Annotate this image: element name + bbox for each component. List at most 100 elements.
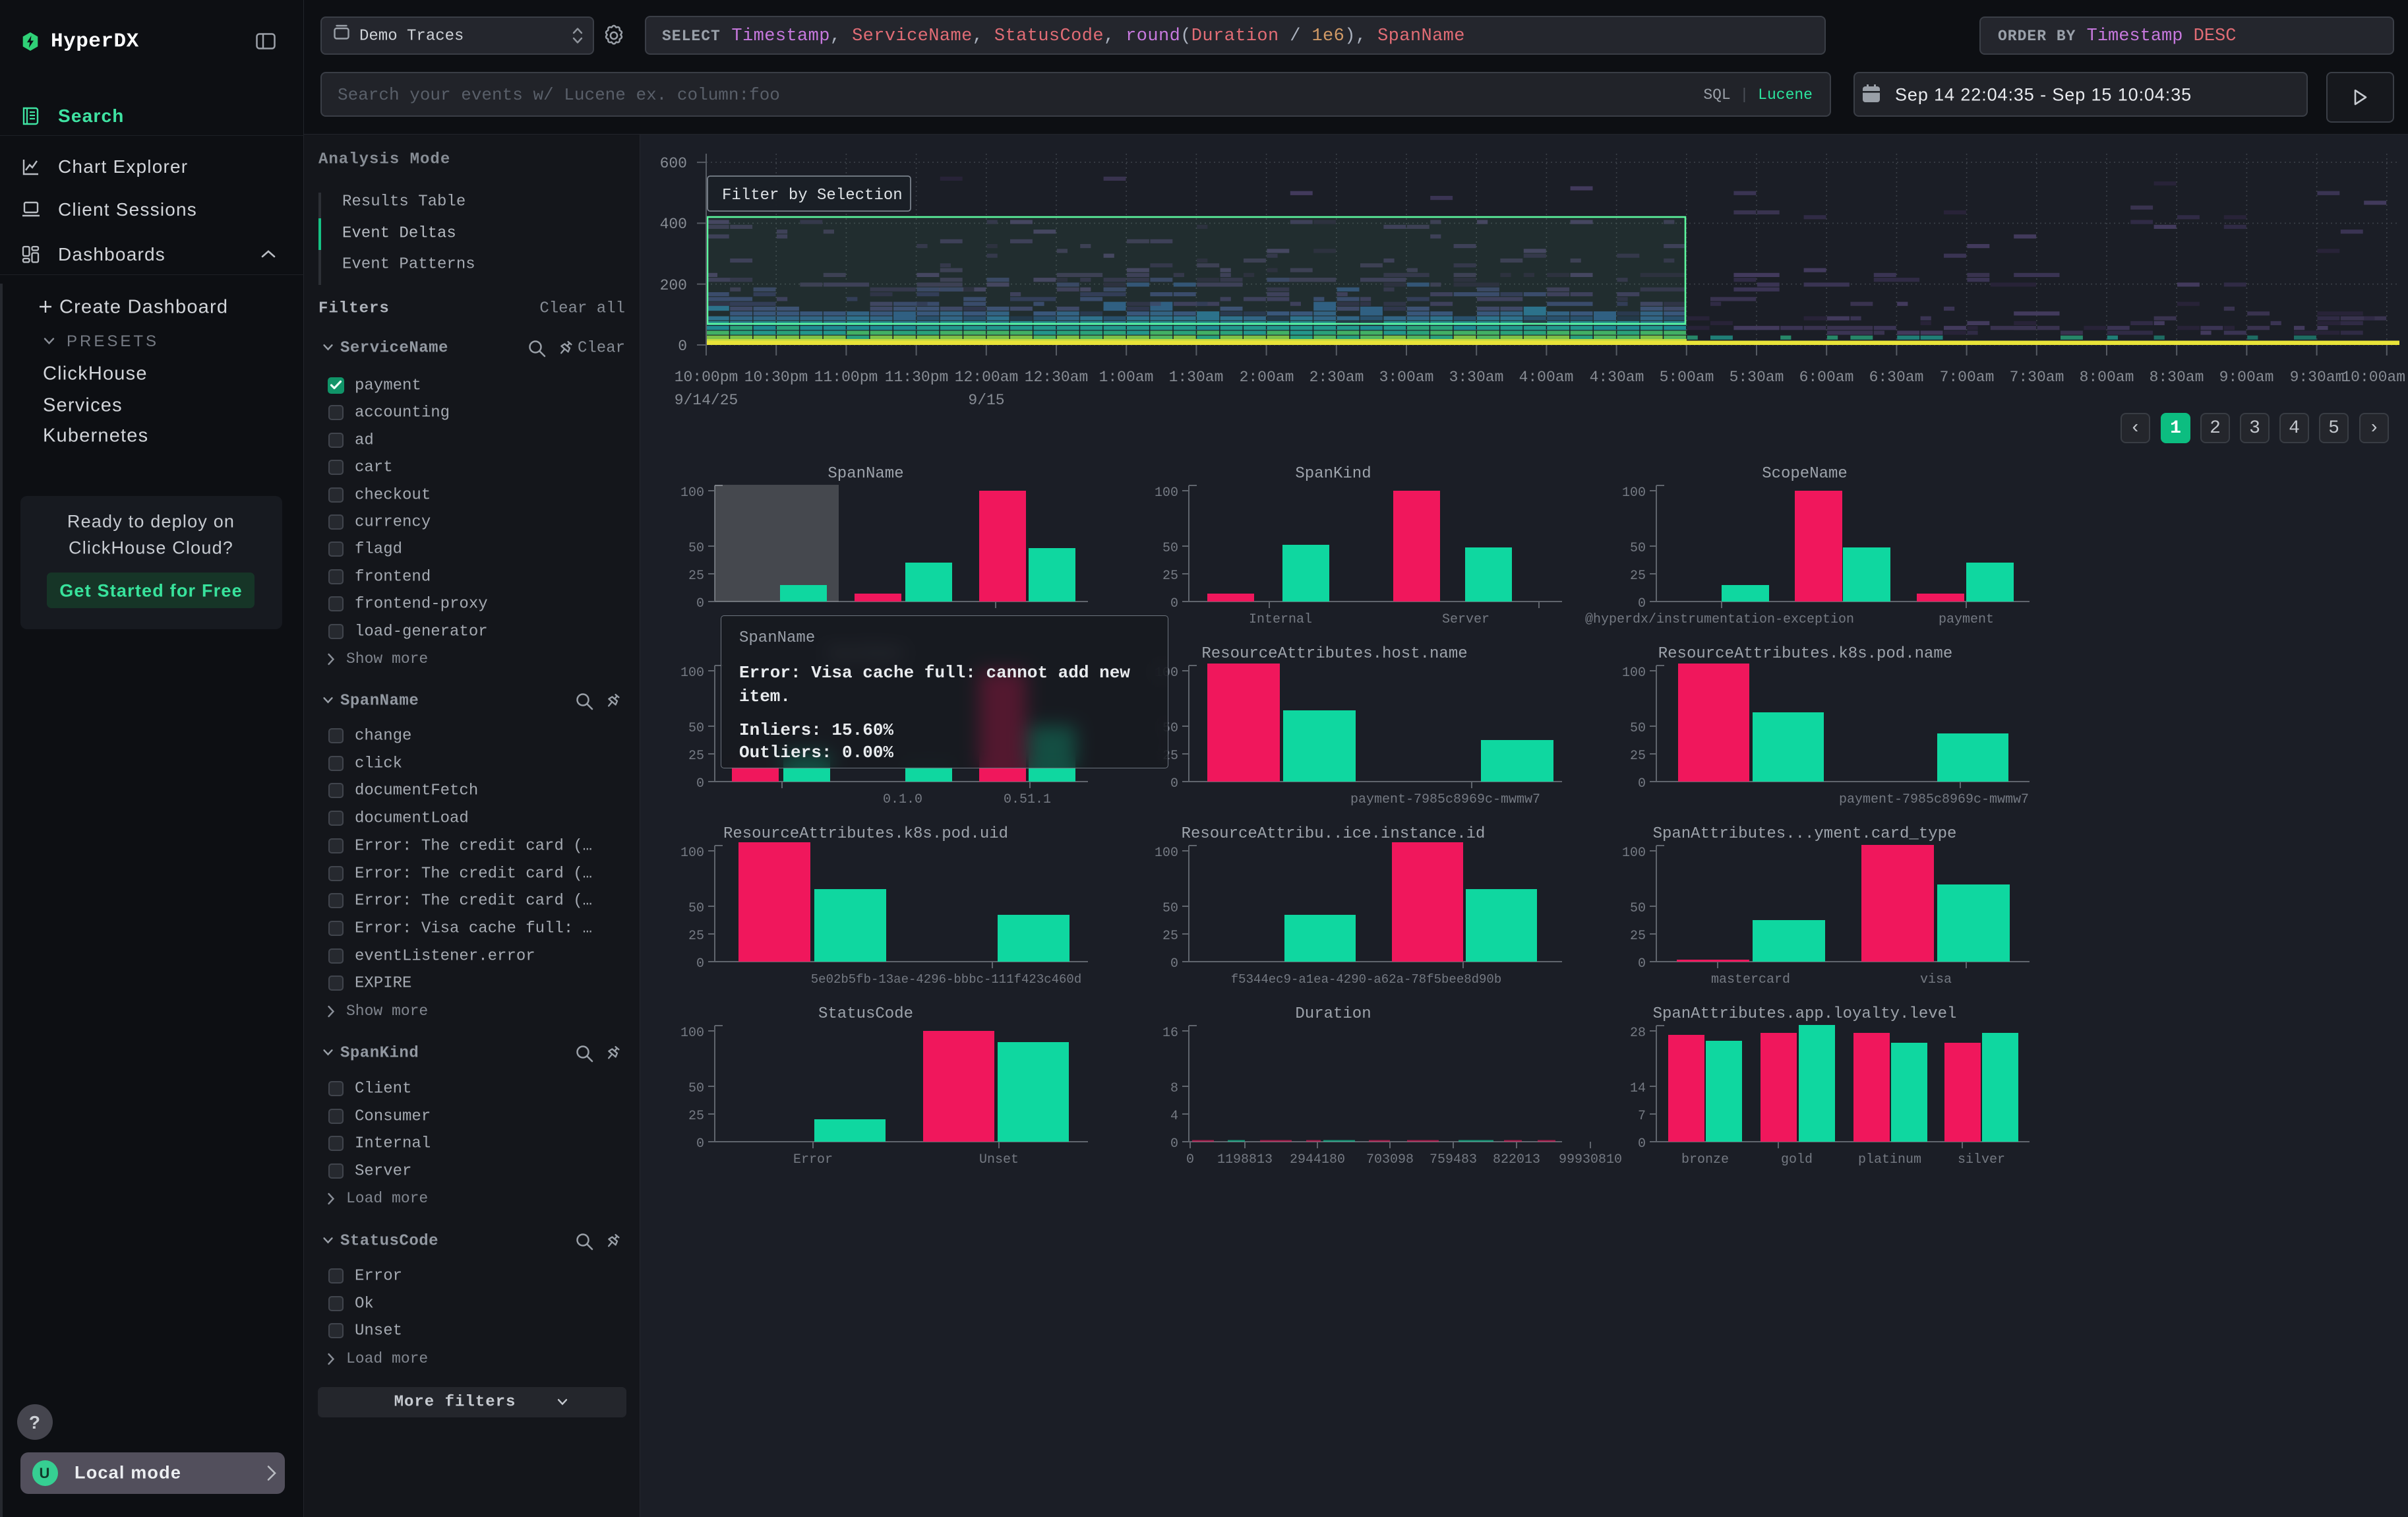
svg-text:100: 100	[680, 485, 704, 501]
svg-text:50: 50	[1162, 541, 1178, 556]
svg-text:4:30am: 4:30am	[1590, 369, 1644, 386]
svg-text:100: 100	[1622, 846, 1646, 861]
svg-text:4: 4	[1170, 1109, 1178, 1124]
svg-text:0: 0	[696, 596, 704, 611]
svg-text:ScopeName: ScopeName	[1762, 465, 1848, 483]
svg-text:0: 0	[1638, 776, 1646, 791]
svg-text:14: 14	[1630, 1081, 1646, 1096]
svg-text:0: 0	[1170, 596, 1178, 611]
svg-text:9:30am: 9:30am	[2290, 369, 2345, 386]
svg-text:ResourceAttributes.host.name: ResourceAttributes.host.name	[1201, 645, 1467, 663]
svg-text:0: 0	[696, 1136, 704, 1152]
svg-text:0: 0	[1170, 1136, 1178, 1152]
svg-text:50: 50	[1630, 541, 1646, 556]
svg-text:7:00am: 7:00am	[1940, 369, 1995, 386]
svg-text:10:30pm: 10:30pm	[744, 369, 808, 386]
svg-text:SpanAttributes...yment.card_ty: SpanAttributes...yment.card_type	[1653, 825, 1957, 843]
svg-text:100: 100	[1155, 846, 1178, 861]
svg-text:25: 25	[1162, 929, 1178, 944]
svg-text:Unset: Unset	[979, 1152, 1019, 1167]
svg-text:0: 0	[696, 776, 704, 791]
svg-text:ResourceAttributes.k8s.pod.uid: ResourceAttributes.k8s.pod.uid	[723, 825, 1008, 843]
svg-text:gold: gold	[1781, 1152, 1813, 1167]
svg-text:platinum: platinum	[1858, 1152, 1921, 1167]
svg-text:100: 100	[680, 666, 704, 681]
svg-text:payment: payment	[1939, 612, 1994, 627]
svg-text:12:30am: 12:30am	[1025, 369, 1089, 386]
svg-text:25: 25	[688, 1109, 704, 1124]
svg-text:25: 25	[1630, 749, 1646, 764]
svg-text:4:00am: 4:00am	[1519, 369, 1574, 386]
svg-text:28: 28	[1630, 1026, 1646, 1041]
svg-text:50: 50	[688, 901, 704, 916]
svg-text:0: 0	[1170, 776, 1178, 791]
svg-text:6:00am: 6:00am	[1799, 369, 1854, 386]
svg-text:25: 25	[1630, 569, 1646, 584]
svg-text:703098: 703098	[1366, 1152, 1414, 1167]
svg-text:payment-7985c8969c-mwmw7: payment-7985c8969c-mwmw7	[1839, 792, 2029, 807]
svg-text:5:00am: 5:00am	[1660, 369, 1714, 386]
svg-text:f5344ec9-a1ea-4290-a62a-78f5be: f5344ec9-a1ea-4290-a62a-78f5bee8d90b	[1231, 972, 1501, 987]
svg-text:1198813: 1198813	[1217, 1152, 1273, 1167]
svg-text:50: 50	[1630, 721, 1646, 736]
svg-text:16: 16	[1162, 1026, 1178, 1041]
svg-text:0: 0	[1638, 956, 1646, 972]
svg-text:759483: 759483	[1430, 1152, 1477, 1167]
svg-text:10:00am: 10:00am	[2341, 369, 2405, 386]
svg-text:25: 25	[688, 569, 704, 584]
svg-text:11:00pm: 11:00pm	[814, 369, 878, 386]
svg-text:50: 50	[688, 721, 704, 736]
svg-text:10:00pm: 10:00pm	[675, 369, 738, 386]
svg-text:0.51.1: 0.51.1	[1004, 792, 1051, 807]
svg-text:3:30am: 3:30am	[1449, 369, 1504, 386]
svg-text:ResourceAttributes.k8s.pod.nam: ResourceAttributes.k8s.pod.name	[1658, 645, 1952, 663]
svg-text:7:30am: 7:30am	[2010, 369, 2064, 386]
svg-text:100: 100	[1622, 485, 1646, 501]
svg-text:25: 25	[1630, 929, 1646, 944]
svg-text:100: 100	[680, 1026, 704, 1041]
svg-text:2944180: 2944180	[1290, 1152, 1345, 1167]
svg-text:50: 50	[1630, 901, 1646, 916]
svg-text:ResourceAttribu..ice.instance.: ResourceAttribu..ice.instance.id	[1182, 825, 1486, 843]
svg-text:50: 50	[688, 541, 704, 556]
svg-text:9/14/25: 9/14/25	[675, 392, 738, 409]
svg-text:StatusCode: StatusCode	[818, 1005, 913, 1023]
svg-text:822013: 822013	[1493, 1152, 1540, 1167]
svg-text:25: 25	[1162, 569, 1178, 584]
svg-text:silver: silver	[1958, 1152, 2005, 1167]
svg-text:0: 0	[1638, 596, 1646, 611]
svg-text:25: 25	[688, 929, 704, 944]
svg-text:1:00am: 1:00am	[1099, 369, 1154, 386]
svg-text:8:30am: 8:30am	[2150, 369, 2204, 386]
svg-text:6:30am: 6:30am	[1869, 369, 1924, 386]
svg-text:0: 0	[678, 338, 687, 355]
svg-text:25: 25	[688, 749, 704, 764]
svg-text:600: 600	[660, 155, 687, 172]
svg-text:100: 100	[680, 846, 704, 861]
svg-text:Server: Server	[1442, 612, 1490, 627]
svg-text:8: 8	[1170, 1081, 1178, 1096]
svg-text:3:00am: 3:00am	[1379, 369, 1434, 386]
svg-text:0: 0	[696, 956, 704, 972]
svg-text:2:00am: 2:00am	[1240, 369, 1294, 386]
svg-text:Duration: Duration	[1295, 1005, 1371, 1023]
svg-text:visa: visa	[1920, 972, 1952, 987]
svg-text:0: 0	[1638, 1136, 1646, 1152]
svg-text:bronze: bronze	[1681, 1152, 1729, 1167]
svg-text:50: 50	[1162, 901, 1178, 916]
svg-text:@hyperdx/instrumentation-excep: @hyperdx/instrumentation-exception	[1585, 612, 1854, 627]
svg-text:Internal: Internal	[1249, 612, 1312, 627]
svg-text:100: 100	[1155, 485, 1178, 501]
svg-text:99930810: 99930810	[1559, 1152, 1622, 1167]
svg-text:payment-7985c8969c-mwmw7: payment-7985c8969c-mwmw7	[1350, 792, 1540, 807]
svg-text:50: 50	[688, 1081, 704, 1096]
svg-text:7: 7	[1638, 1109, 1646, 1124]
svg-text:SpanAttributes.app.loyalty.lev: SpanAttributes.app.loyalty.level	[1653, 1005, 1957, 1023]
svg-text:8:00am: 8:00am	[2080, 369, 2134, 386]
svg-text:12:00am: 12:00am	[955, 369, 1019, 386]
svg-text:Filter by Selection: Filter by Selection	[722, 187, 903, 204]
svg-text:200: 200	[660, 277, 687, 294]
svg-text:1:30am: 1:30am	[1169, 369, 1224, 386]
svg-text:400: 400	[660, 216, 687, 233]
svg-text:9:00am: 9:00am	[2219, 369, 2274, 386]
